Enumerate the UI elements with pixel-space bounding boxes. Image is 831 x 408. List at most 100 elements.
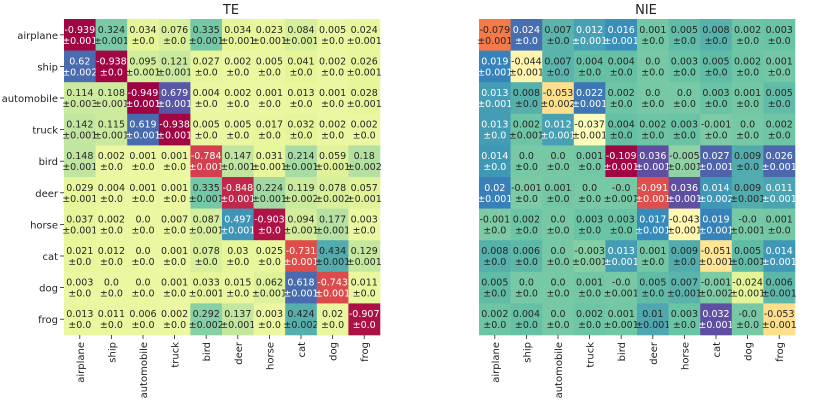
te-cell-error: ±0.001	[62, 36, 97, 47]
nie-cell	[573, 177, 606, 209]
te-cell	[158, 50, 191, 83]
te-cell-error: ±0.001	[220, 194, 255, 205]
nie-cell-error: ±0.0	[515, 320, 538, 331]
te-cell-error: ±0.0	[163, 162, 186, 173]
nie-cell-error: ±0.0	[673, 131, 696, 142]
te-cell-value: 0.002	[319, 56, 346, 67]
te-col-label: truck	[171, 342, 182, 368]
nie-cell-error: ±0.001	[698, 162, 733, 173]
te-cell-error: ±0.0	[131, 36, 154, 47]
te-cell	[253, 113, 286, 146]
nie-cell	[510, 271, 543, 304]
te-cell-error: ±0.001	[94, 36, 129, 47]
nie-cell-value: -0.109	[606, 151, 637, 162]
te-cell	[285, 145, 318, 178]
te-cell-value: -0.743	[317, 278, 348, 289]
te-heatmap: TE -0.939±0.0010.324±0.0010.034±0.00.076…	[2, 3, 382, 398]
te-cell-error: ±0.001	[189, 289, 224, 300]
te-cell-error: ±0.0	[258, 99, 281, 110]
te-cell-value: 0.002	[351, 120, 378, 131]
te-cell	[222, 271, 254, 304]
te-cell-error: ±0.001	[347, 67, 382, 78]
nie-cell	[510, 19, 543, 51]
te-cell	[127, 303, 160, 336]
te-cell-value: 0.029	[66, 183, 93, 194]
te-cell-value: 0.001	[161, 278, 188, 289]
te-cell	[95, 240, 128, 273]
nie-cell-error: ±0.0	[736, 162, 759, 173]
nie-cell	[637, 113, 669, 146]
nie-cell-error: ±0.0	[515, 162, 538, 173]
te-cell-value: 0.004	[98, 183, 125, 194]
nie-cell	[573, 240, 606, 273]
te-cell	[285, 19, 318, 51]
nie-cell-error: ±0.002	[698, 289, 733, 300]
te-cell-value: 0.137	[224, 309, 251, 320]
te-cell-error: ±0.0	[163, 225, 186, 236]
nie-cell-error: ±0.001	[572, 131, 607, 142]
nie-cell	[542, 208, 575, 241]
nie-cell-error: ±0.0	[610, 67, 633, 78]
te-cell	[158, 145, 191, 178]
te-cell	[158, 82, 191, 115]
te-cell-value: 0.618	[287, 278, 314, 289]
te-cell-value: 0.335	[193, 183, 220, 194]
nie-cell	[668, 145, 701, 178]
te-cell-value: 0.424	[287, 309, 314, 320]
te-cell-error: ±0.001	[94, 131, 129, 142]
te-cell-value: 0.002	[224, 88, 251, 99]
te-cell-value: 0.001	[129, 151, 156, 162]
te-cell	[253, 303, 286, 336]
nie-cell-error: ±0.0	[546, 162, 569, 173]
te-cell	[64, 303, 96, 336]
nie-cell-error: ±0.001	[762, 257, 797, 268]
nie-heatmap: NIE -0.079±0.0010.024±0.00.007±0.00.012±…	[477, 3, 797, 398]
te-cell-value: -0.903	[254, 214, 285, 225]
nie-cell-error: ±0.001	[604, 194, 639, 205]
te-cell	[64, 208, 96, 241]
nie-cell-value: 0.001	[544, 183, 571, 194]
te-cell	[348, 177, 381, 209]
te-cell	[316, 50, 349, 83]
te-cell-error: ±0.0	[68, 320, 91, 331]
te-cell	[158, 208, 191, 241]
te-cell	[127, 271, 160, 304]
te-cell-value: 0.0	[135, 278, 150, 289]
nie-cell	[700, 208, 733, 241]
nie-cell	[731, 240, 764, 273]
nie-cell	[510, 177, 543, 209]
te-col-label: dog	[329, 342, 340, 361]
te-cell	[316, 113, 349, 146]
nie-col-label: deer	[649, 341, 660, 365]
nie-cell-value: 0.0	[582, 183, 597, 194]
nie-cell-error: ±0.0	[768, 131, 791, 142]
nie-cell	[605, 240, 638, 273]
nie-cell	[731, 82, 764, 115]
nie-cell-error: ±0.001	[762, 320, 797, 331]
te-cell-error: ±0.002	[62, 67, 97, 78]
nie-cell-value: 0.001	[639, 25, 666, 36]
nie-cell-error: ±0.0	[768, 36, 791, 47]
nie-cell-value: 0.036	[671, 183, 698, 194]
nie-cell-value: 0.003	[671, 120, 698, 131]
nie-cell-error: ±0.0	[736, 320, 759, 331]
nie-cell-value: 0.005	[481, 278, 508, 289]
nie-cell-error: ±0.0	[578, 162, 601, 173]
te-cell-value: 0.078	[193, 246, 220, 257]
te-cell-error: ±0.0	[321, 320, 344, 331]
nie-cell	[605, 145, 638, 178]
nie-cell-value: 0.036	[639, 151, 666, 162]
te-cell-error: ±0.0	[131, 289, 154, 300]
nie-cell-error: ±0.001	[604, 289, 639, 300]
te-row-label: frog	[38, 315, 58, 326]
nie-cell-error: ±0.001	[604, 162, 639, 173]
te-cell-error: ±0.001	[62, 194, 97, 205]
te-cell	[127, 208, 160, 241]
te-cell-value: -0.938	[96, 56, 127, 67]
te-cell	[158, 271, 191, 304]
te-cell-error: ±0.0	[289, 99, 312, 110]
nie-cell-error: ±0.0	[641, 289, 664, 300]
te-cell-error: ±0.002	[189, 320, 224, 331]
nie-cell-error: ±0.001	[477, 194, 512, 205]
